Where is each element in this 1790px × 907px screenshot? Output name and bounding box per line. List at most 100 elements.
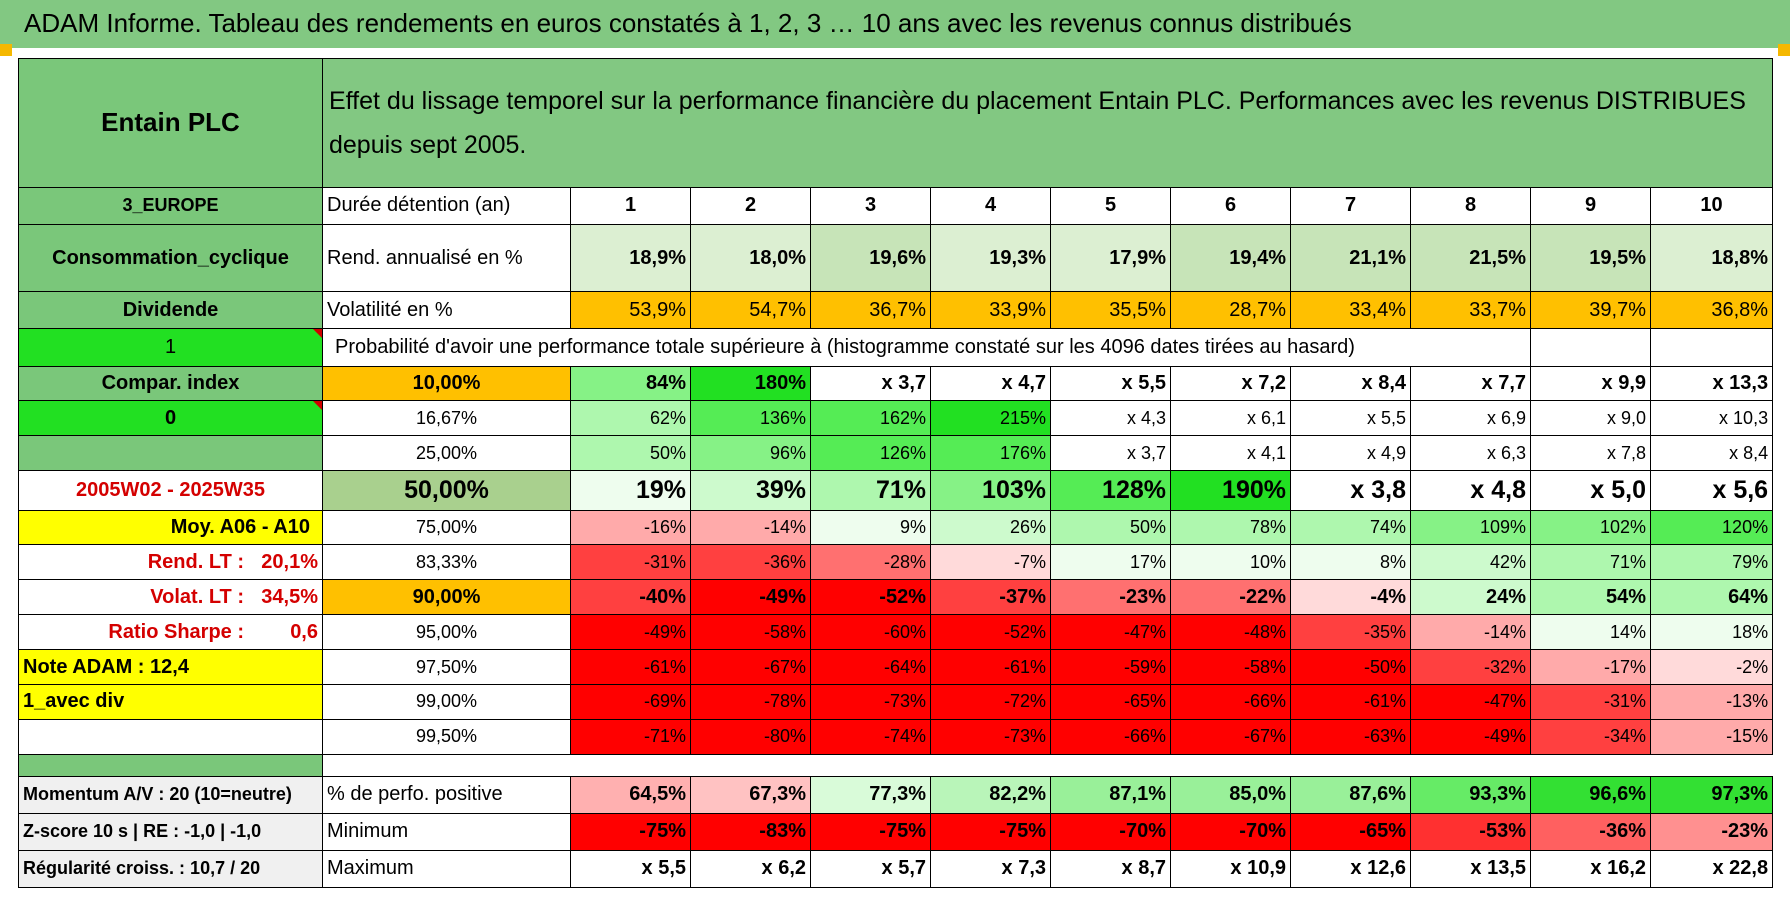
percentile-threshold: 25,00% xyxy=(322,435,571,472)
performance-cell: 9% xyxy=(810,509,931,546)
probability-header-row: 1 Probabilité d'avoir une performance to… xyxy=(18,328,1774,367)
performance-cell: -67% xyxy=(1170,718,1291,755)
minimum-label: Minimum xyxy=(322,812,571,851)
percentile-threshold: 90,00% xyxy=(322,579,571,616)
performance-cell: 128% xyxy=(1050,470,1171,511)
volatility-value: 36,8% xyxy=(1649,291,1774,330)
percentile-row: 2005W02 - 2025W35 50,00% 19% 39% 71% 103% 128%… xyxy=(18,470,1774,511)
percentile-row: Volat. LT :34,5% 90,00% -40% -49% -52% -37% -2… xyxy=(18,579,1774,616)
region-label: 3_EUROPE xyxy=(18,186,323,225)
percentile-threshold: 10,00% xyxy=(322,365,571,402)
performance-cell: -35% xyxy=(1290,614,1411,651)
volatility-value: 33,4% xyxy=(1290,291,1411,330)
performance-cell: -71% xyxy=(570,718,691,755)
performance-cell: x 6,3 xyxy=(1410,435,1531,472)
annualized-return-value: 18,8% xyxy=(1649,223,1774,293)
performance-cell: 96% xyxy=(690,435,811,472)
performance-cell: x 8,4 xyxy=(1649,435,1774,472)
performance-cell: 176% xyxy=(930,435,1051,472)
holding-period-year: 10 xyxy=(1649,186,1774,225)
percentile-threshold: 75,00% xyxy=(322,509,571,546)
spacer-label xyxy=(18,753,323,777)
performance-cell: x 4,3 xyxy=(1050,400,1171,437)
percentile-threshold: 50,00% xyxy=(322,470,571,511)
sector-label: Consommation_cyclique xyxy=(18,223,323,293)
performance-cell: 54% xyxy=(1530,579,1651,616)
percentile-row: 0 16,67% 62% 136% 162% 215% x 4,3 x 6,1 x 5,5 x 6… xyxy=(18,400,1774,437)
performance-cell: 126% xyxy=(810,435,931,472)
percentile-row: Rend. LT : 20,1% 83,33% -31% -36% -28% -7% 17% 1… xyxy=(18,544,1774,581)
percentile-row: Ratio Sharpe :0,6 95,00% -49% -58% -60% -52% -… xyxy=(18,614,1774,651)
performance-cell: 180% xyxy=(690,365,811,402)
empty-cell xyxy=(1530,328,1651,367)
performance-cell: 78% xyxy=(1170,509,1291,546)
performance-cell: 18% xyxy=(1649,614,1774,651)
performance-cell: -7% xyxy=(930,544,1051,581)
performance-cell: -34% xyxy=(1530,718,1651,755)
period-label: 2005W02 - 2025W35 xyxy=(18,470,323,511)
positive-performance-label: % de perfo. positive xyxy=(322,775,571,814)
percentile-row: Compar. index 10,00% 84% 180% x 3,7 x 4,7 x 5,… xyxy=(18,365,1774,402)
performance-cell: x 7,8 xyxy=(1530,435,1651,472)
performance-cell: -14% xyxy=(690,509,811,546)
percentile-threshold: 83,33% xyxy=(322,544,571,581)
positive-performance-value: 67,3% xyxy=(690,775,811,814)
long-term-volatility-label: Volat. LT : xyxy=(150,585,244,608)
maximum-left-label: Régularité croiss. : 10,7 / 20 xyxy=(18,849,323,889)
performance-cell: 120% xyxy=(1649,509,1774,546)
positive-performance-value: 87,1% xyxy=(1050,775,1171,814)
performance-cell: -72% xyxy=(930,683,1051,720)
percentile-row: 1_avec div 99,00% -69% -78% -73% -72% -65% -66%… xyxy=(18,683,1774,720)
performance-cell: 215% xyxy=(930,400,1051,437)
positive-performance-value: 97,3% xyxy=(1649,775,1774,814)
annualized-return-value: 19,4% xyxy=(1170,223,1291,293)
performance-cell: -63% xyxy=(1290,718,1411,755)
performance-cell: x 9,0 xyxy=(1530,400,1651,437)
performance-cell: -67% xyxy=(690,649,811,685)
long-term-return: Rend. LT : 20,1% xyxy=(18,544,323,581)
performance-cell: -22% xyxy=(1170,579,1291,616)
volatility-value: 33,7% xyxy=(1410,291,1531,330)
performance-cell: x 10,3 xyxy=(1649,400,1774,437)
maximum-value: x 10,9 xyxy=(1170,849,1291,889)
volatility-value: 53,9% xyxy=(570,291,691,330)
corner-marker-right xyxy=(1778,44,1790,56)
performance-cell: 50% xyxy=(1050,509,1171,546)
percentile-row: 25,00% 50% 96% 126% 176% x 3,7 x 4,1 x 4,9 x 6,3… xyxy=(18,435,1774,472)
maximum-row: Régularité croiss. : 10,7 / 20 Maximum x 5… xyxy=(18,849,1774,889)
performance-cell: x 4,7 xyxy=(930,365,1051,402)
performance-cell: -37% xyxy=(930,579,1051,616)
performance-cell: -65% xyxy=(1050,683,1171,720)
minimum-row: Z-score 10 s | RE : -1,0 | -1,0 Minimum -7… xyxy=(18,812,1774,851)
flag-0-cell: 0 xyxy=(18,400,323,437)
empty-label-cell xyxy=(18,718,323,755)
performance-cell: -31% xyxy=(570,544,691,581)
holding-period-year: 5 xyxy=(1050,186,1171,225)
positive-performance-left-label: Momentum A/V : 20 (10=neutre) xyxy=(18,775,323,814)
holding-period-year: 4 xyxy=(930,186,1051,225)
maximum-value: x 16,2 xyxy=(1530,849,1651,889)
performance-cell: x 3,7 xyxy=(810,365,931,402)
performance-cell: 14% xyxy=(1530,614,1651,651)
holding-period-year: 6 xyxy=(1170,186,1291,225)
compar-index-label: Compar. index xyxy=(18,365,323,402)
annualized-return-value: 19,5% xyxy=(1530,223,1651,293)
performance-cell: 10% xyxy=(1170,544,1291,581)
performance-cell: -4% xyxy=(1290,579,1411,616)
percentile-threshold: 99,00% xyxy=(322,683,571,720)
long-term-return-label: Rend. LT : xyxy=(147,550,244,573)
sharpe-ratio-value: 0,6 xyxy=(290,620,318,643)
performance-cell: -61% xyxy=(1290,683,1411,720)
performance-cell: -16% xyxy=(570,509,691,546)
performance-cell: -73% xyxy=(930,718,1051,755)
minimum-value: -75% xyxy=(930,812,1051,851)
volatility-value: 39,7% xyxy=(1530,291,1651,330)
sharpe-ratio-label: Ratio Sharpe : xyxy=(108,620,244,643)
holding-period-year: 1 xyxy=(570,186,691,225)
performance-cell: 26% xyxy=(930,509,1051,546)
volatility-value: 33,9% xyxy=(930,291,1051,330)
performance-cell: -49% xyxy=(690,579,811,616)
minimum-value: -23% xyxy=(1649,812,1774,851)
volatility-value: 54,7% xyxy=(690,291,811,330)
performance-cell: 19% xyxy=(570,470,691,511)
